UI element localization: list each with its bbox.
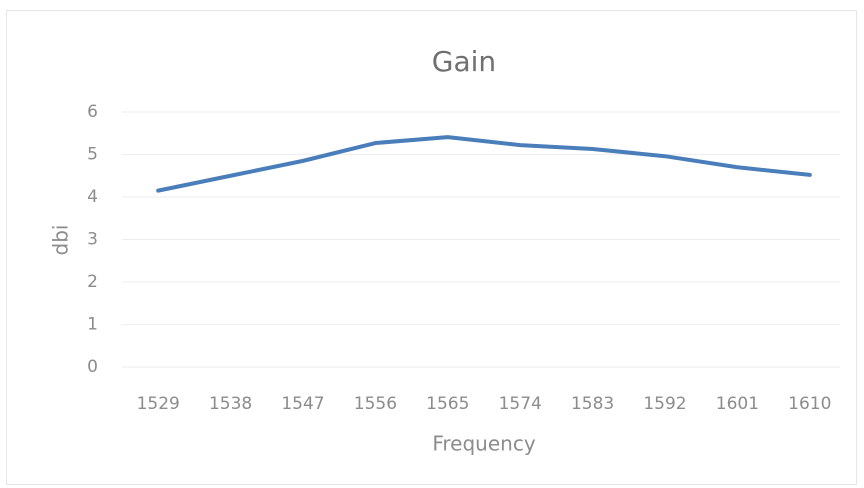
x-tick-label: 1565: [426, 394, 469, 414]
y-tick-label: 5: [87, 145, 98, 165]
x-tick-label: 1574: [499, 394, 542, 414]
y-tick-label: 0: [87, 357, 98, 377]
x-axis-label: Frequency: [432, 432, 535, 456]
y-tick-label: 4: [87, 187, 98, 207]
x-tick-label: 1538: [209, 394, 252, 414]
x-tick-label: 1592: [643, 394, 686, 414]
y-tick-label: 6: [87, 102, 98, 122]
x-tick-label: 1601: [716, 394, 759, 414]
y-axis-label: dbi: [49, 225, 73, 256]
line-series: [156, 135, 812, 193]
x-tick-label: 1610: [788, 394, 831, 414]
y-tick-label: 1: [87, 315, 98, 335]
y-tick-label: 2: [87, 272, 98, 292]
chart-title: Gain: [432, 45, 496, 78]
chart-frame: [6, 10, 857, 485]
x-tick-label: 1556: [354, 394, 397, 414]
x-tick-label: 1547: [281, 394, 324, 414]
y-tick-label: 3: [87, 230, 98, 250]
x-tick-label: 1529: [137, 394, 180, 414]
x-tick-label: 1583: [571, 394, 614, 414]
